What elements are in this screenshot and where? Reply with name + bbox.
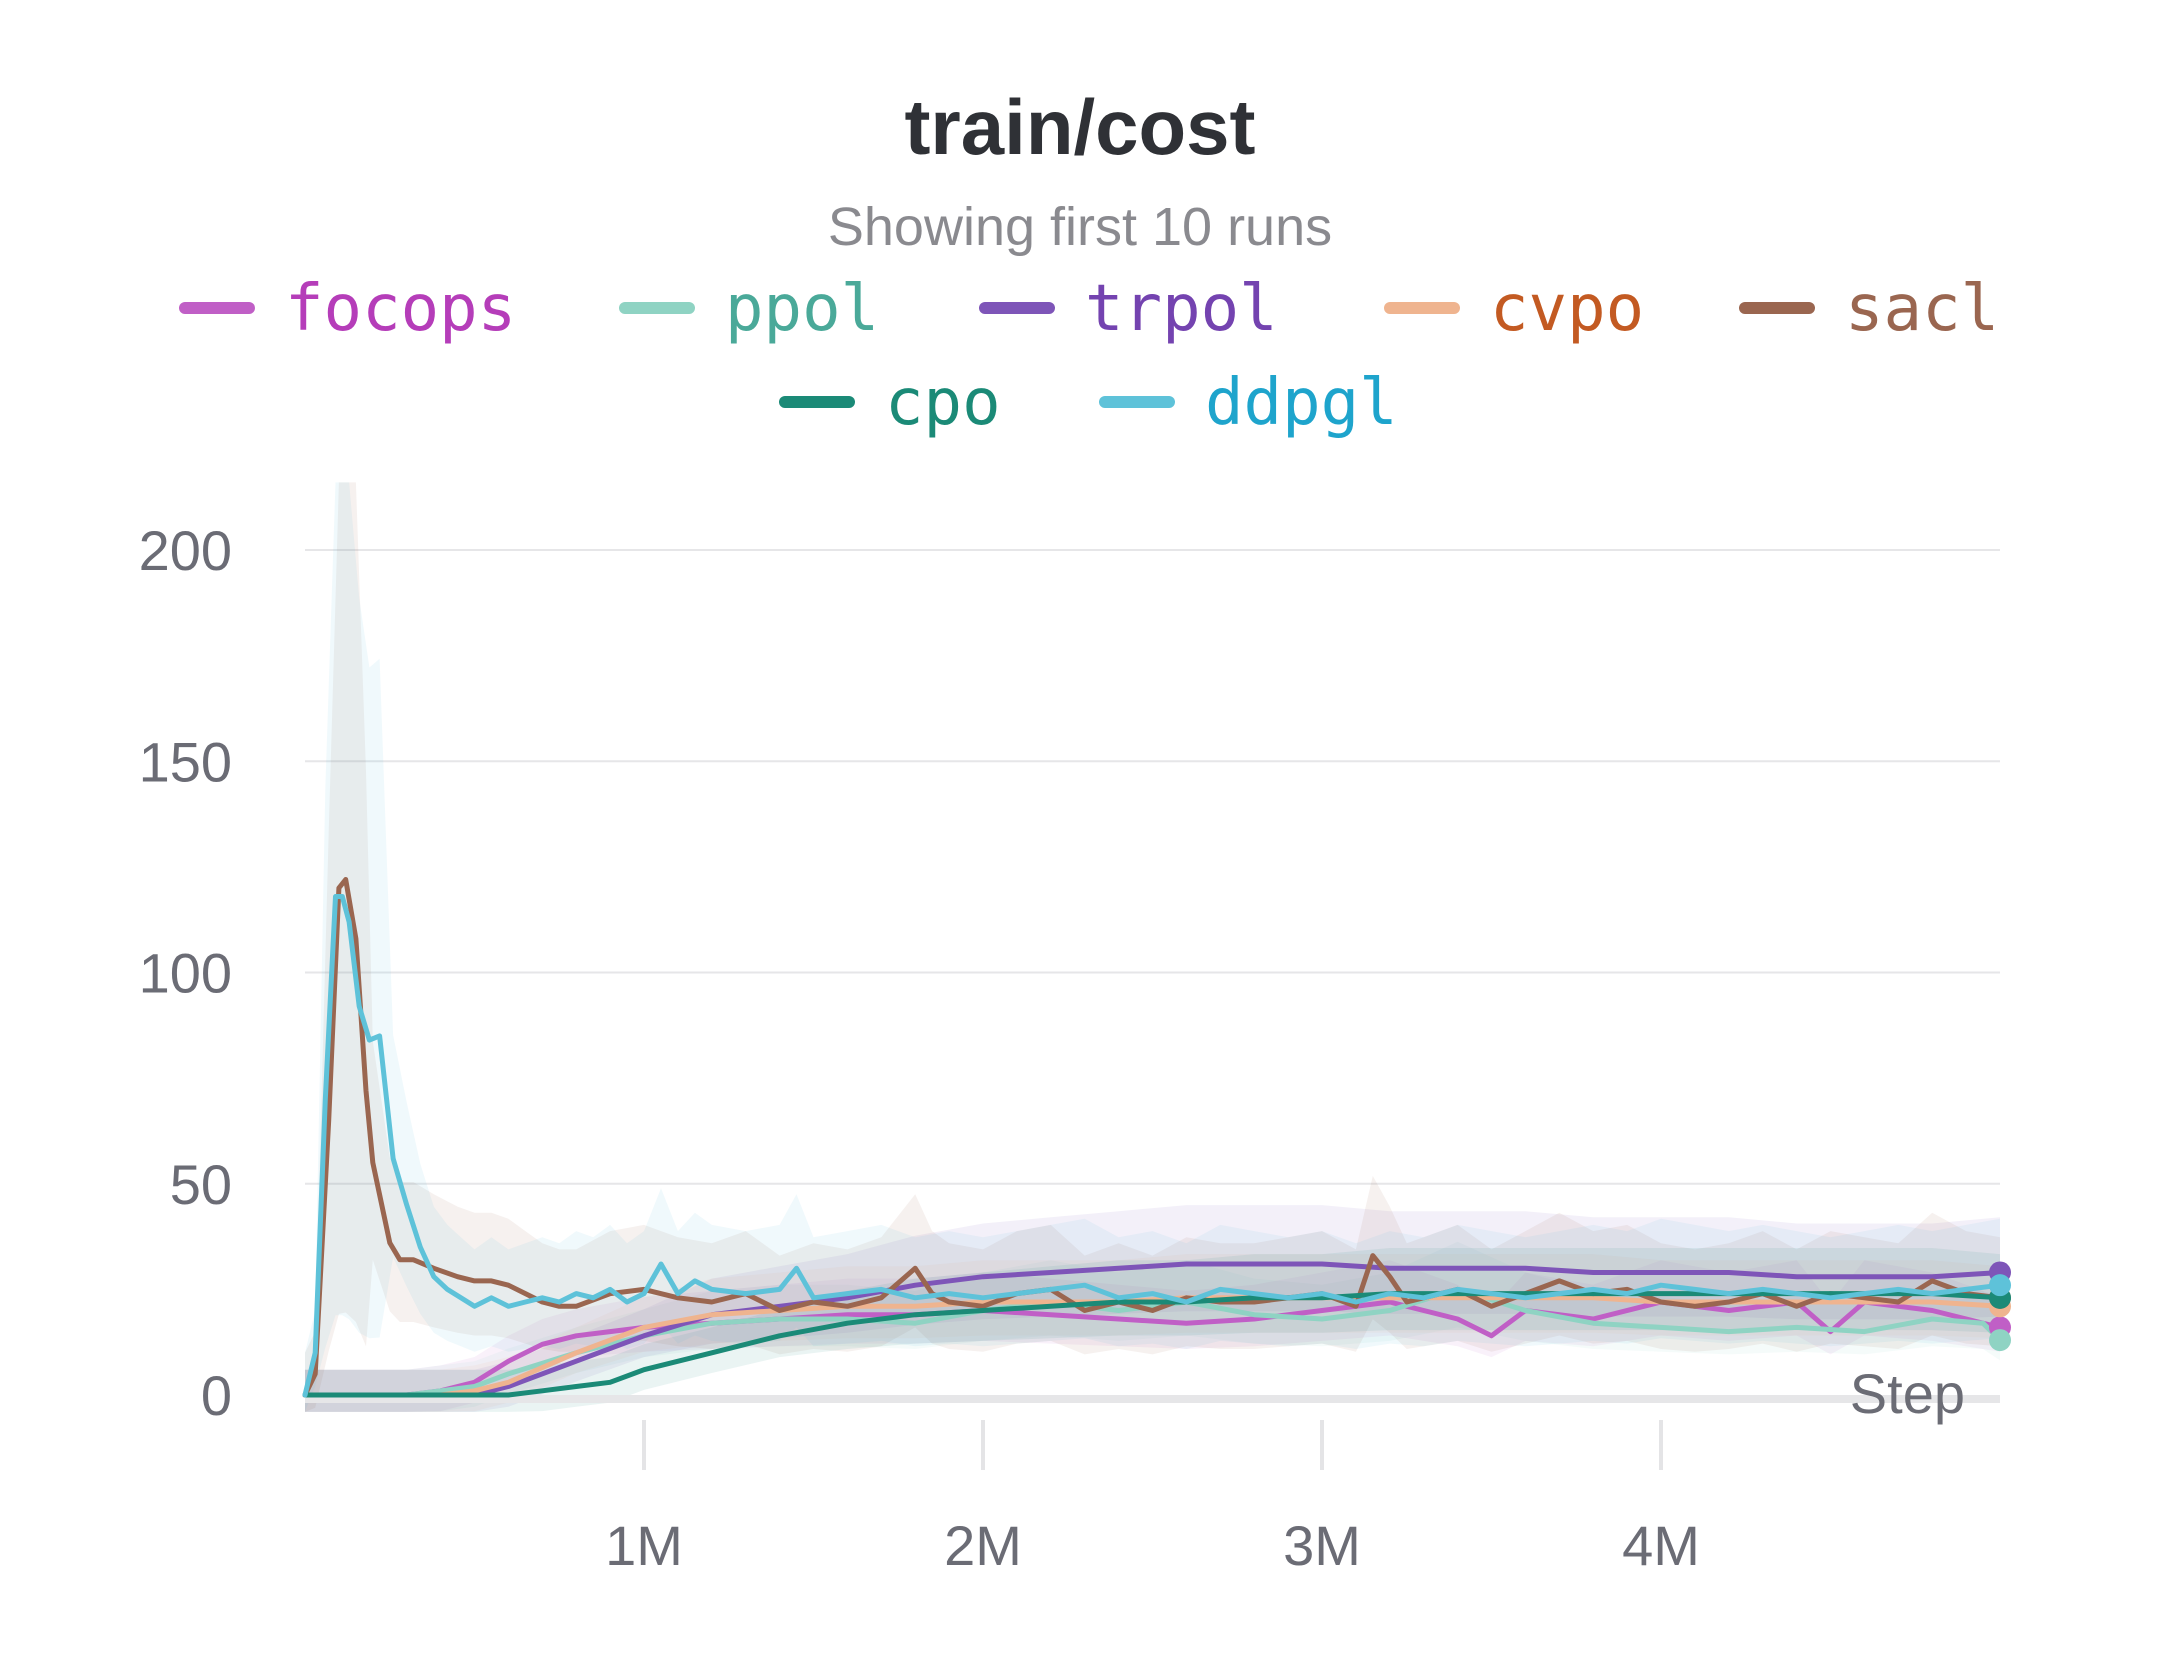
- legend-label-trpol: trpol: [1085, 272, 1278, 346]
- x-tick-label: 2M: [944, 1514, 1022, 1577]
- x-tick-label: 4M: [1622, 1514, 1700, 1577]
- y-tick-label: 100: [139, 942, 232, 1005]
- chart-title: train/cost: [904, 83, 1256, 171]
- legend: focops ppol trpol cvpo sacl cpo ddpgl: [179, 272, 1999, 440]
- series-lines: [302, 877, 2003, 1398]
- series-endpoint-ddpgl: [1989, 1274, 2011, 1297]
- band-ddpgl: [305, 482, 2000, 1412]
- legend-label-focops: focops: [285, 272, 516, 346]
- legend-label-sacl: sacl: [1845, 272, 1999, 346]
- series-line-ddpgl: [302, 894, 2003, 1398]
- series-line-focops: [302, 1299, 2003, 1398]
- axes: 0 50 100 150 200 1M 2M 3M 4M Step: [139, 519, 2000, 1577]
- x-tick-label: 3M: [1283, 1514, 1361, 1577]
- y-tick-label: 50: [170, 1153, 232, 1216]
- y-tick-label: 200: [139, 519, 232, 582]
- band-sacl: [305, 482, 2000, 1412]
- y-tick-label: 150: [139, 730, 232, 793]
- series-line-cvpo: [302, 1295, 2003, 1398]
- series-endpoints: [1989, 1261, 2011, 1352]
- legend-label-ppol: ppol: [725, 272, 879, 346]
- y-tick-label: 0: [201, 1364, 232, 1427]
- legend-label-cvpo: cvpo: [1490, 272, 1644, 346]
- band-ppol: [305, 1241, 2000, 1412]
- x-tick-label: 1M: [605, 1514, 683, 1577]
- series-line-cpo: [302, 1291, 2003, 1398]
- legend-label-cpo: cpo: [885, 366, 1001, 440]
- chart-subtitle: Showing first 10 runs: [827, 197, 1333, 257]
- x-axis-label: Step: [1850, 1362, 1965, 1425]
- grid: [305, 549, 2000, 1185]
- series-endpoint-ppol: [1989, 1329, 2011, 1352]
- legend-label-ddpgl: ddpgl: [1205, 366, 1398, 440]
